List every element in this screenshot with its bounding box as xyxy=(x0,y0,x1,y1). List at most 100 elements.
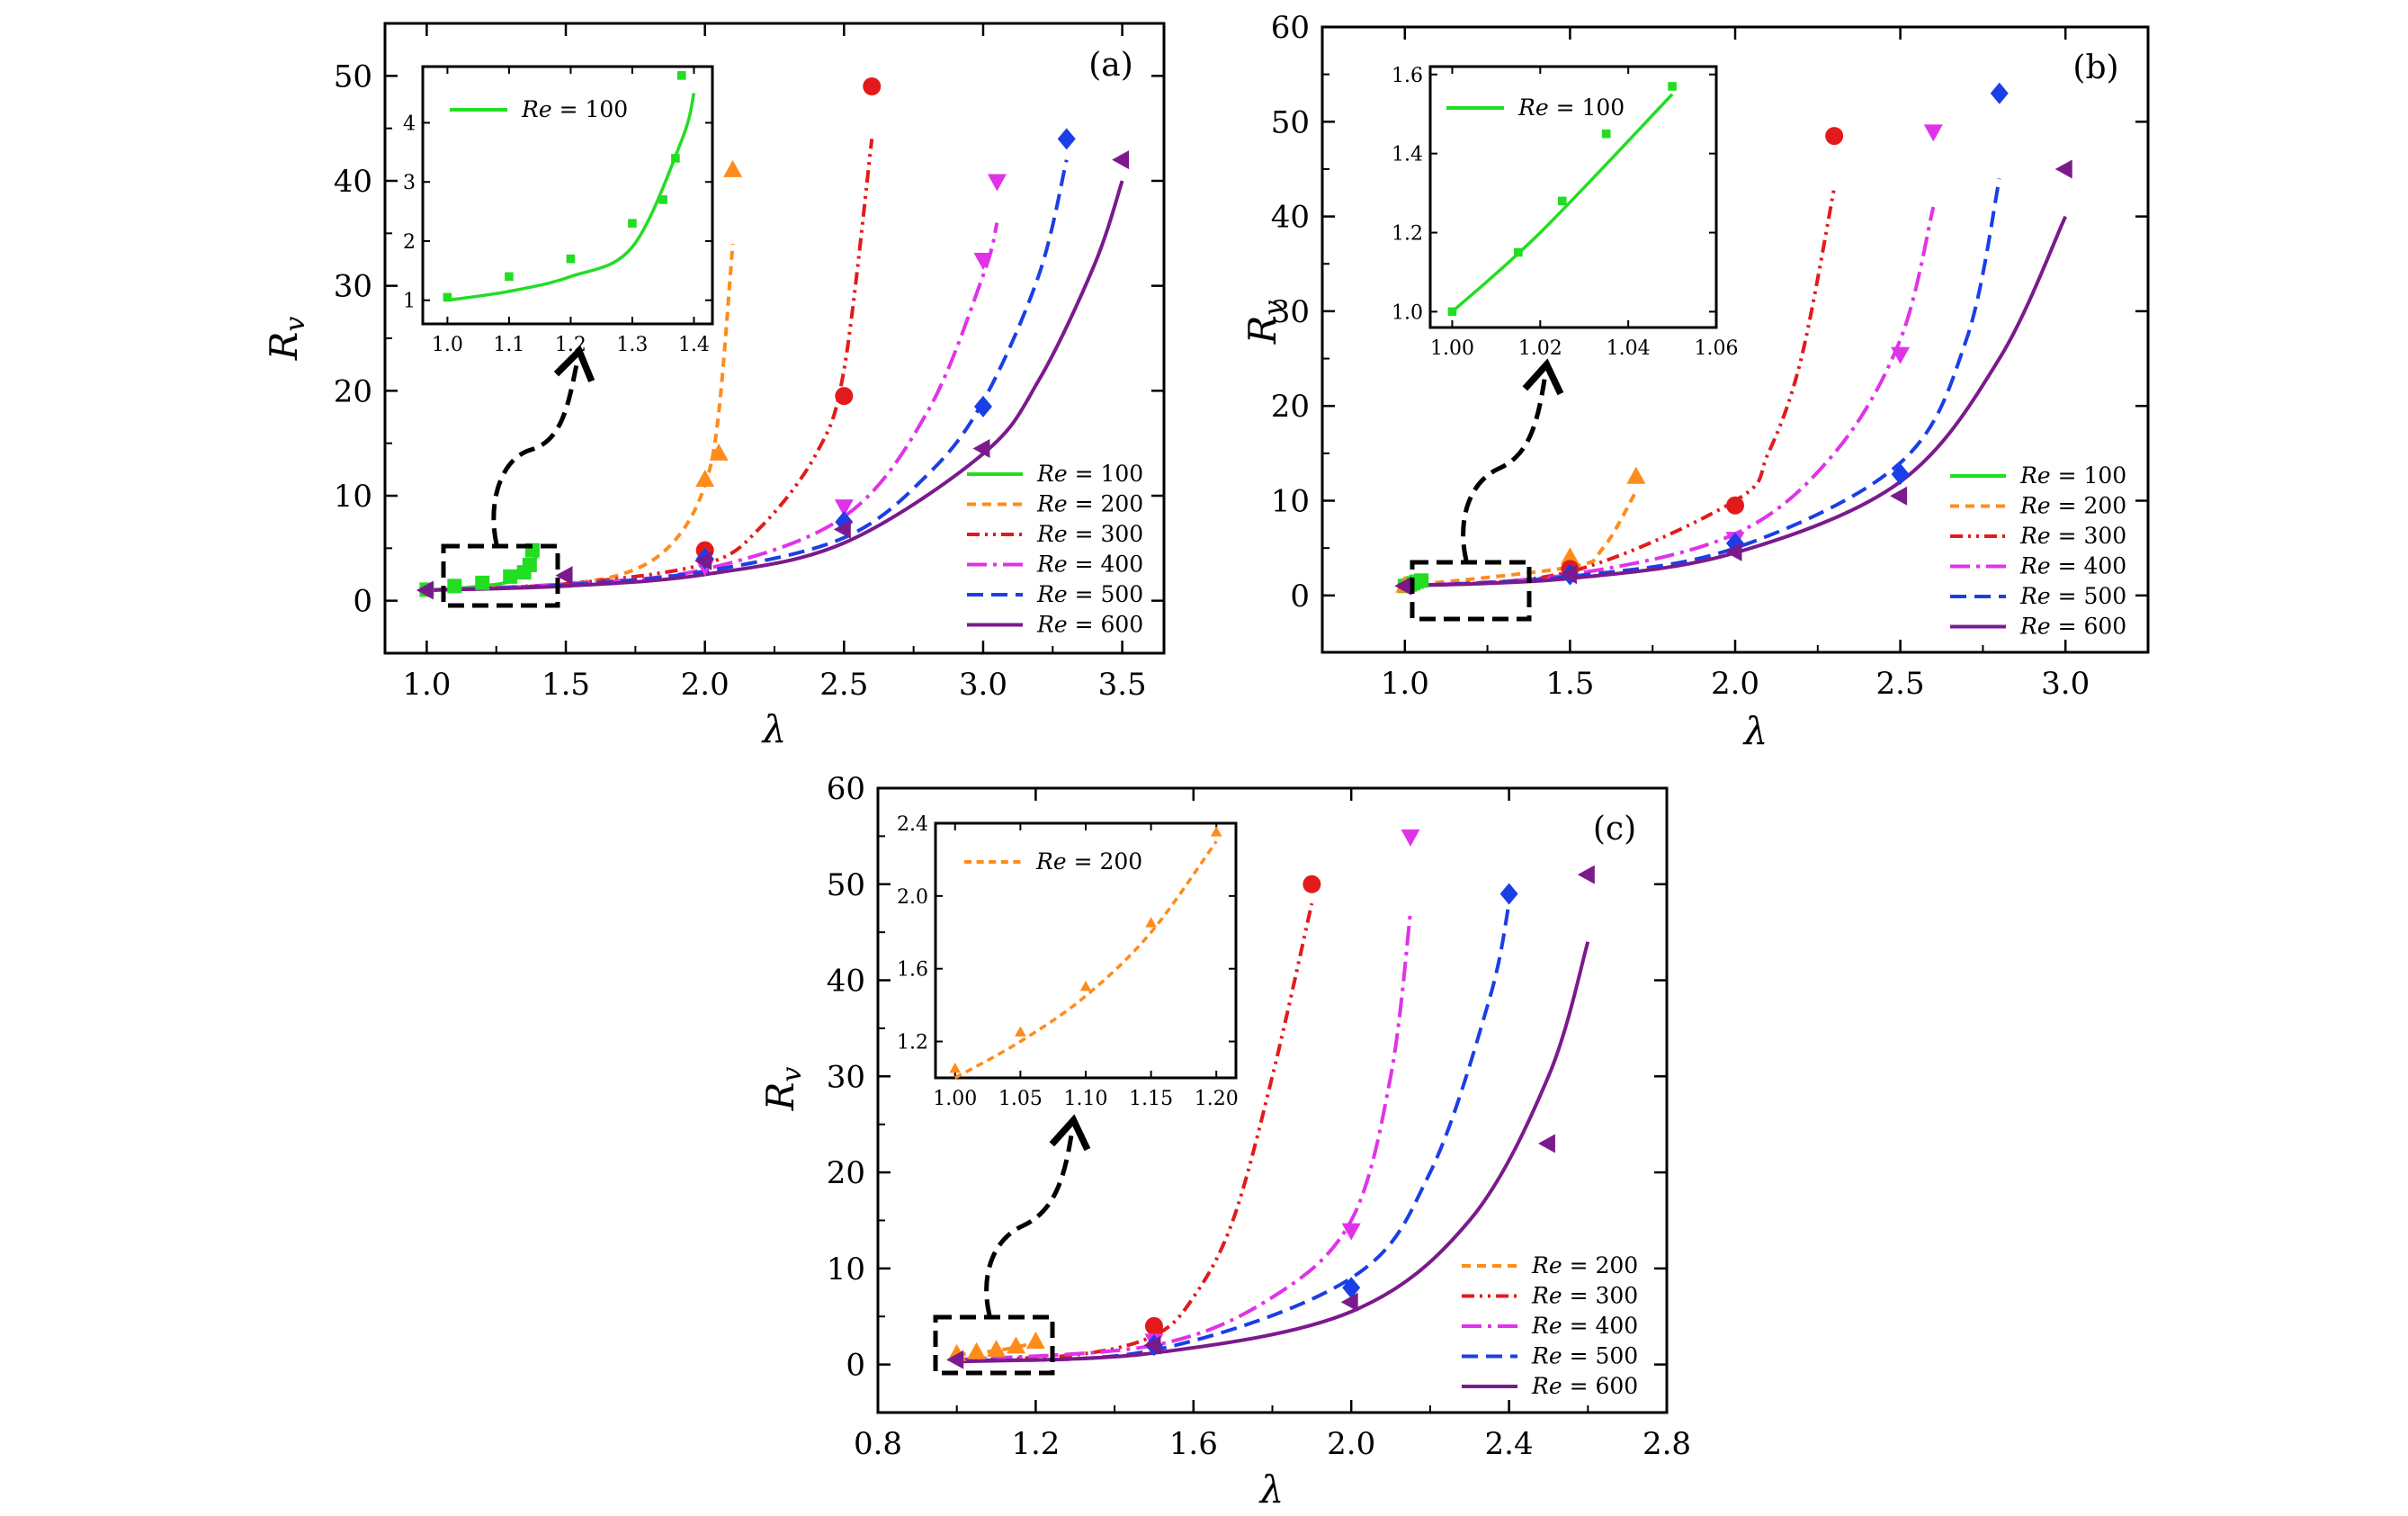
legend-entry: Re = 100 xyxy=(2019,462,2126,489)
inset-x-tick-label: 1.02 xyxy=(1518,337,1562,360)
inset-data-point xyxy=(1015,1026,1026,1036)
legend-entry: Re = 400 xyxy=(2019,553,2126,579)
inset-data-point xyxy=(1447,307,1457,317)
inset-y-tick-label: 1.4 xyxy=(1392,144,1423,166)
inset-data-point xyxy=(1145,917,1157,928)
data-point xyxy=(1560,547,1580,565)
inset-data-point xyxy=(1601,129,1611,139)
x-tick-label: 2.4 xyxy=(1485,1426,1534,1462)
y-tick-label: 10 xyxy=(334,479,372,515)
inset-y-tick-label: 1.6 xyxy=(897,959,928,982)
inset-data-point xyxy=(949,1062,962,1073)
zoom-indicator xyxy=(933,1114,1091,1376)
y-tick-labels: 0 10 20 30 40 50 60 xyxy=(1271,10,1310,614)
inset-y-tick-label: 1.6 xyxy=(1392,65,1423,87)
data-point xyxy=(1891,346,1911,364)
x-tick-labels: 1.0 1.5 2.0 2.5 3.0 3.5 xyxy=(402,667,1146,703)
x-tick-label: 1.5 xyxy=(542,667,590,703)
x-axis-label: λ xyxy=(1258,1467,1285,1512)
data-markers xyxy=(946,829,1595,1369)
series-line xyxy=(1404,187,1837,588)
x-tick-label: 3.0 xyxy=(2041,666,2090,702)
data-point xyxy=(1144,1316,1163,1335)
x-tick-label: 1.0 xyxy=(1381,666,1429,702)
inset-x-tick-label: 1.3 xyxy=(616,334,648,356)
legend-entry: Re = 100 xyxy=(1517,94,1625,121)
inset-plot: 1.00 1.02 1.04 1.06 1.0 1.2 1.4 1.6 Re = 100 xyxy=(1392,65,1738,360)
data-point xyxy=(723,159,743,177)
inset-y-tick-label: 2 xyxy=(403,231,416,254)
data-point xyxy=(522,558,537,572)
series-line xyxy=(1404,178,2001,588)
data-point xyxy=(503,569,518,584)
y-tick-label: 30 xyxy=(1271,294,1310,330)
data-point xyxy=(1414,573,1429,588)
y-tick-label: 0 xyxy=(353,584,372,620)
inset-series-line xyxy=(447,93,696,302)
inset-y-tick-label: 1.2 xyxy=(1392,223,1423,246)
series-line xyxy=(1404,489,1638,588)
legend-entry: Re = 400 xyxy=(1531,1313,1638,1339)
data-point xyxy=(967,1341,987,1359)
legend-entry: Re = 600 xyxy=(2019,614,2126,640)
legend: Re = 100 Re = 200 Re = 300 Re = 400 Re = 500… xyxy=(1950,462,2126,640)
y-tick-label: 30 xyxy=(334,269,372,305)
inset-x-tick-label: 1.4 xyxy=(678,334,710,356)
inset-x-tick-label: 1.00 xyxy=(933,1088,977,1110)
data-point xyxy=(1825,127,1844,146)
y-tick-label: 0 xyxy=(846,1348,865,1384)
data-point xyxy=(834,499,854,517)
legend-entry: Re = 100 xyxy=(1036,461,1143,487)
inset-x-tick-label: 1.1 xyxy=(493,334,524,356)
data-point xyxy=(946,1350,964,1369)
inset-data-point xyxy=(1668,82,1677,91)
tick-marks xyxy=(1322,25,2148,652)
inset-data-point xyxy=(1514,247,1523,257)
x-tick-label: 1.6 xyxy=(1169,1426,1218,1462)
y-tick-label: 20 xyxy=(827,1155,865,1191)
x-tick-label: 1.0 xyxy=(402,667,451,703)
legend-entry: Re = 300 xyxy=(1531,1283,1638,1309)
x-tick-label: 2.8 xyxy=(1643,1426,1691,1462)
series-line xyxy=(426,139,874,592)
zoom-indicator xyxy=(1410,358,1564,622)
y-tick-label: 10 xyxy=(827,1251,865,1287)
x-axis-label: λ xyxy=(1742,709,1768,753)
legend-entry: Re = 300 xyxy=(2019,523,2126,549)
data-point xyxy=(1990,82,2009,104)
x-tick-label: 3.5 xyxy=(1098,667,1147,703)
chart-panel-b: 1.0 1.5 2.0 2.5 3.0 0 10 20 30 40 50 60 λ Rv (b) R… xyxy=(1240,10,2150,753)
y-axis-label: Rv xyxy=(1240,301,1290,345)
legend-entry: Re = 400 xyxy=(1036,552,1143,578)
inset-x-tick-label: 1.0 xyxy=(432,334,463,356)
series-line xyxy=(1404,215,2068,588)
y-tick-label: 0 xyxy=(1290,579,1310,614)
data-point xyxy=(973,395,992,417)
series-line xyxy=(956,1341,1036,1357)
y-tick-label: 60 xyxy=(827,771,865,807)
x-tick-label: 2.5 xyxy=(1876,666,1925,702)
inset-data-point xyxy=(671,154,680,163)
y-tick-label: 10 xyxy=(1271,484,1310,520)
data-markers xyxy=(1394,82,2072,596)
data-point xyxy=(863,77,882,95)
series-line xyxy=(426,180,1124,592)
y-tick-labels: 0 10 20 30 40 50 xyxy=(334,58,372,619)
inset-y-tick-label: 3 xyxy=(403,172,416,194)
x-axis-label: λ xyxy=(761,707,787,751)
inset-plot: 1.0 1.1 1.2 1.3 1.4 1 2 3 4 Re = 100 xyxy=(403,65,714,356)
x-tick-labels: 0.8 1.2 1.6 2.0 2.4 2.8 xyxy=(854,1426,1691,1462)
data-point xyxy=(694,551,712,570)
x-tick-label: 0.8 xyxy=(854,1426,902,1462)
inset-y-tick-label: 1.0 xyxy=(1392,301,1423,324)
chart-panel-c: 0.8 1.2 1.6 2.0 2.4 2.8 0 10 20 30 40 50 60 λ Rv (c… xyxy=(758,771,1691,1512)
y-tick-label: 60 xyxy=(1271,10,1310,46)
data-point xyxy=(1401,829,1420,847)
y-tick-label: 20 xyxy=(1271,389,1310,425)
data-point xyxy=(695,470,715,487)
inset-data-point xyxy=(566,254,576,264)
data-point xyxy=(1057,128,1076,150)
inset-y-tick-label: 1.2 xyxy=(897,1032,928,1054)
data-point xyxy=(1340,1292,1358,1312)
x-tick-label: 1.5 xyxy=(1545,666,1594,702)
